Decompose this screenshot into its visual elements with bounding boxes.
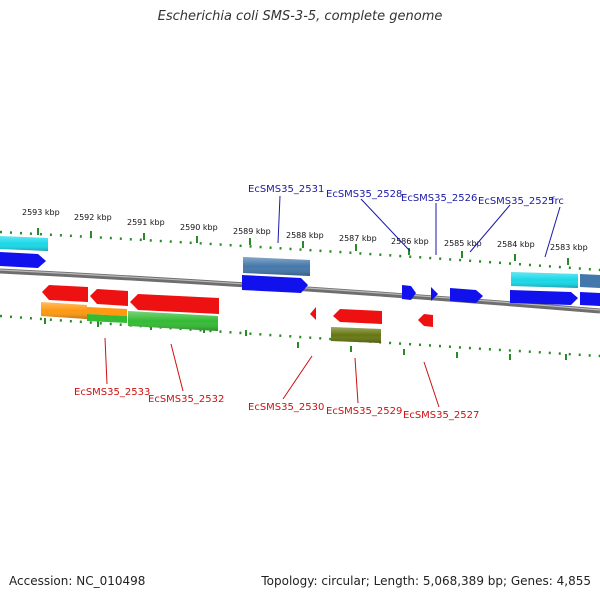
gene-feature[interactable] [450,288,483,303]
gene-label[interactable]: EcSMS35_2526 [401,193,477,204]
gene-feature[interactable] [510,290,578,305]
bottom-leader-lines [104,337,440,408]
scale-label: 2584 kbp [497,240,535,249]
gene-feature[interactable] [90,289,128,306]
scale-labels: 2593 kbp 2592 kbp 2591 kbp 2590 kbp 2589… [22,208,588,252]
gene-feature[interactable] [402,285,416,300]
inner-tick-ring [0,314,600,358]
gene-feature[interactable] [87,314,127,323]
gene-label[interactable]: EcSMS35_2529 [326,406,402,417]
gene-feature[interactable] [580,274,600,288]
gene-feature[interactable] [0,252,46,268]
top-leader-lines [277,195,561,258]
scale-label: 2585 kbp [444,239,482,248]
scale-label: 2590 kbp [180,223,218,232]
gene-feature[interactable] [242,275,308,293]
genome-summary-text: Topology: circular; Length: 5,068,389 bp… [261,574,591,588]
gene-label[interactable]: EcSMS35_2527 [403,410,479,421]
gene-feature[interactable] [310,307,316,320]
scale-label: 2588 kbp [286,231,324,240]
scale-label: 2591 kbp [127,218,165,227]
scale-label: 2593 kbp [22,208,60,217]
gene-feature[interactable] [42,285,88,302]
gene-feature[interactable] [418,314,433,327]
inner-major-ticks [44,318,567,360]
map-title: Escherichia coli SMS-3-5, complete genom… [157,9,443,24]
scale-label: 2587 kbp [339,234,377,243]
gene-feature[interactable] [431,287,438,301]
gene-label[interactable]: EcSMS35_2531 [248,184,324,195]
outer-tick-ring [0,230,600,272]
gene-feature[interactable] [130,294,219,314]
scale-label: 2586 kbp [391,237,429,246]
scale-label: 2592 kbp [74,213,112,222]
gene-label[interactable]: frc [551,196,564,207]
forward-genes [0,236,600,306]
gene-label[interactable]: EcSMS35_2528 [326,189,402,200]
gene-feature[interactable] [333,309,382,324]
outer-major-ticks [37,228,569,265]
top-gene-labels: EcSMS35_2531 EcSMS35_2528 EcSMS35_2526 E… [248,184,564,207]
gene-label[interactable]: EcSMS35_2533 [74,387,150,398]
gene-label[interactable]: EcSMS35_2532 [148,394,224,405]
gene-feature[interactable] [87,307,127,316]
scale-label: 2583 kbp [550,243,588,252]
accession-text: Accession: NC_010498 [9,574,146,588]
gene-label[interactable]: EcSMS35_2530 [248,402,324,413]
gene-label[interactable]: EcSMS35_2525 [478,196,554,207]
reverse-genes [41,285,433,343]
bottom-gene-labels: EcSMS35_2533 EcSMS35_2532 EcSMS35_2530 E… [74,387,479,421]
gene-feature[interactable] [580,292,600,306]
scale-label: 2589 kbp [233,227,271,236]
